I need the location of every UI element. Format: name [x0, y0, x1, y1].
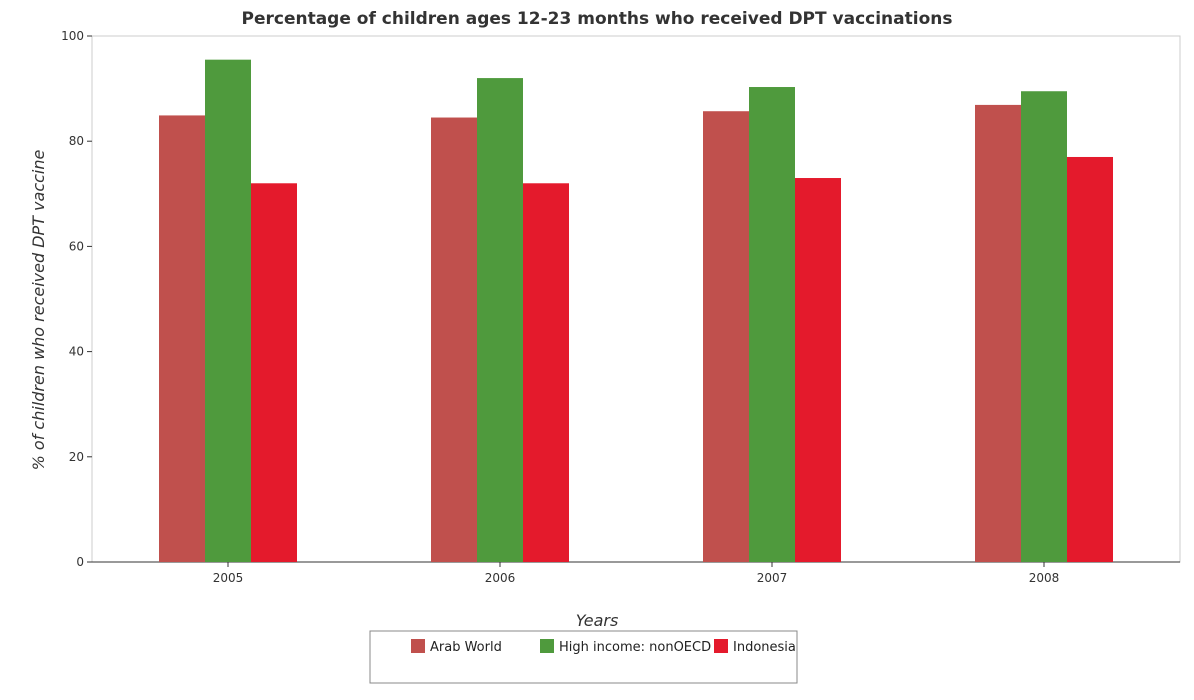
- x-tick-label: 2005: [213, 571, 244, 585]
- bar-high-income-nonoecd-2005: [205, 60, 251, 562]
- y-tick-label: 0: [76, 555, 84, 569]
- y-tick-label: 80: [69, 134, 84, 148]
- bar-indonesia-2008: [1067, 157, 1113, 562]
- legend-label: Arab World: [430, 640, 502, 655]
- y-axis-label: % of children who received DPT vaccine: [29, 149, 48, 470]
- x-tick-label: 2007: [757, 571, 788, 585]
- y-tick-label: 60: [69, 239, 84, 253]
- chart-title: Percentage of children ages 12-23 months…: [242, 9, 953, 29]
- legend-label: Indonesia: [733, 640, 796, 655]
- x-axis-label: Years: [576, 611, 619, 630]
- bar-high-income-nonoecd-2007: [749, 87, 795, 562]
- plot-area: 0 20 40 60 80 100 2005 2006 2007 2008: [61, 29, 1180, 585]
- legend-label: High income: nonOECD: [559, 640, 711, 655]
- legend: Arab World High income: nonOECD Indonesia: [370, 631, 797, 683]
- legend-swatch: [714, 639, 728, 653]
- y-tick-label: 40: [69, 345, 84, 359]
- x-tick-label: 2008: [1029, 571, 1060, 585]
- bar-indonesia-2007: [795, 178, 841, 562]
- bar-arab-world-2005: [159, 115, 205, 562]
- bar-indonesia-2006: [523, 183, 569, 562]
- bar-high-income-nonoecd-2006: [477, 78, 523, 562]
- bar-indonesia-2005: [251, 183, 297, 562]
- legend-swatch: [411, 639, 425, 653]
- bar-arab-world-2007: [703, 111, 749, 562]
- y-tick-label: 100: [61, 29, 84, 43]
- y-axis-label-group: % of children who received DPT vaccine: [29, 149, 48, 470]
- y-tick-label: 20: [69, 450, 84, 464]
- bar-arab-world-2006: [431, 118, 477, 562]
- legend-swatch: [540, 639, 554, 653]
- bar-arab-world-2008: [975, 105, 1021, 562]
- bar-high-income-nonoecd-2008: [1021, 91, 1067, 562]
- x-tick-label: 2006: [485, 571, 516, 585]
- legend-box: [370, 631, 797, 683]
